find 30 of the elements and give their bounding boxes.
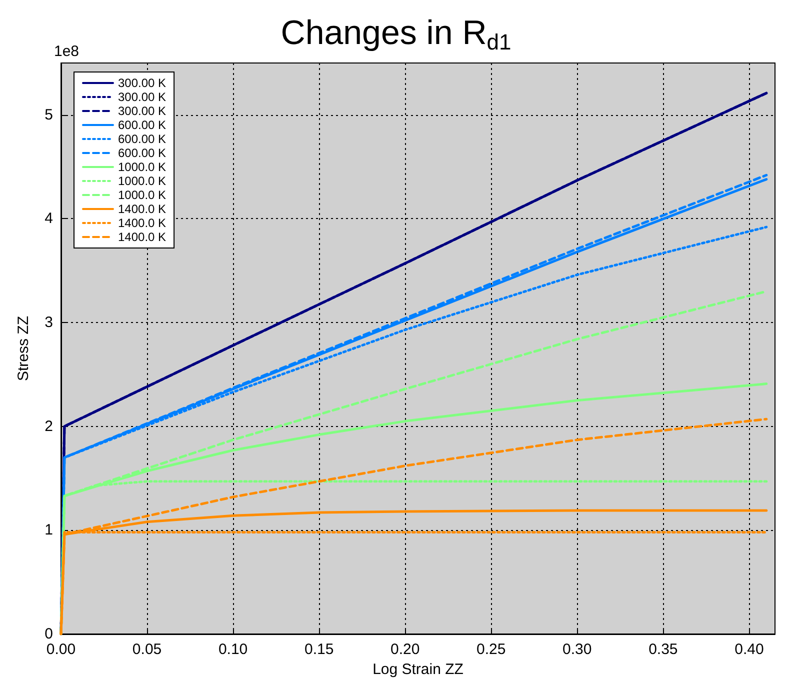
y-tick-label: 1 [44,522,53,539]
x-tick-label: 0.35 [648,641,678,658]
y-tick-label: 5 [44,106,53,124]
y-tick-label: 3 [44,314,53,332]
legend-label: 600.00 K [118,118,166,132]
y-tick-label: 2 [44,418,53,435]
legend-label: 1000.0 K [118,174,166,188]
y-tick-label: 4 [44,210,53,228]
x-tick-label: 0.15 [304,641,334,658]
x-tick-label: 0.10 [218,641,248,658]
legend-label: 1400.0 K [118,216,166,230]
legend-label: 300.00 K [118,76,166,90]
x-axis-title: Log Strain ZZ [372,660,464,678]
legend-label: 300.00 K [118,104,166,118]
x-tick-label: 0.30 [562,641,592,658]
legend-label: 1000.0 K [118,160,166,174]
legend-label: 600.00 K [118,146,166,160]
text: 1e8 [54,43,80,60]
x-tick-label: 0.00 [46,641,76,658]
y-axis-title: Stress ZZ [15,316,32,382]
x-tick-label: 0.20 [390,641,420,658]
x-tick-label: 0.25 [476,641,506,658]
legend-label: 600.00 K [118,132,166,146]
legend-label: 300.00 K [118,90,166,104]
legend-label: 1000.0 K [118,188,166,202]
x-tick-label: 0.05 [132,641,162,658]
x-tick-label: 0.40 [734,641,764,658]
y-tick-label: 0 [44,626,53,642]
legend-label: 1400.0 K [118,230,166,244]
legend-label: 1400.0 K [118,202,166,216]
